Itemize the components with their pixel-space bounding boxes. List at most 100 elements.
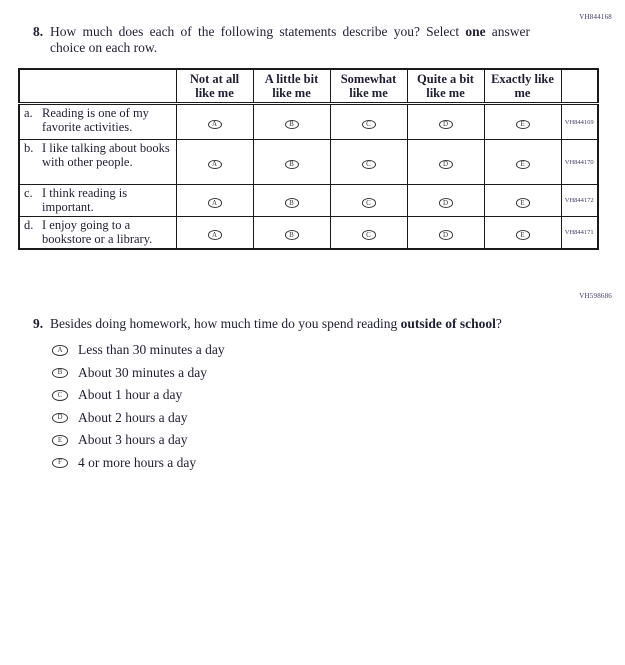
option-label: 4 or more hours a day <box>78 454 197 470</box>
option-label: Less than 30 minutes a day <box>78 342 225 358</box>
question-8-text: How much does each of the following stat… <box>50 24 530 56</box>
answer-bubble-q9-F[interactable]: F <box>52 457 68 468</box>
statement-a: a. Reading is one of my favorite activiti… <box>18 103 177 140</box>
answer-bubble-c-C[interactable]: C <box>361 198 376 208</box>
item-code-q9: VH598686 <box>579 292 612 300</box>
statement-text: I think reading is important. <box>42 186 128 214</box>
row-letter: a. <box>24 106 33 120</box>
item-code-row-d: VH844171 <box>560 216 599 250</box>
matrix-header-a-little-bit: A little bit like me <box>252 68 331 105</box>
question-9-text-after: ? <box>495 316 502 331</box>
answer-bubble-q9-E[interactable]: E <box>52 435 68 446</box>
table-row-b: b. I like talking about books with other … <box>18 139 599 185</box>
q9-option-3: C About 1 hour a day <box>52 384 225 407</box>
q8-matrix-table: Not at all like me A little bit like me … <box>18 68 599 250</box>
bubble-letter: E <box>520 160 525 168</box>
option-label: About 1 hour a day <box>78 387 183 403</box>
bubble-letter: E <box>520 230 525 239</box>
question-9-text-bold: outside of school <box>400 316 496 331</box>
q9-option-6: F 4 or more hours a day <box>52 452 225 475</box>
bubble-letter: B <box>289 230 294 239</box>
answer-bubble-q9-D[interactable]: D <box>52 412 68 423</box>
answer-bubble-b-D[interactable]: D <box>438 159 453 170</box>
answer-bubble-a-C[interactable]: C <box>361 119 376 130</box>
question-8-number: 8. <box>33 24 44 39</box>
bubble-letter: D <box>442 230 449 239</box>
bubble-letter: E <box>520 198 525 207</box>
bubble-letter: C <box>366 198 371 207</box>
answer-bubble-a-B[interactable]: B <box>284 119 299 130</box>
table-row-a: a. Reading is one of my favorite activiti… <box>18 103 599 140</box>
item-code-row-b: VH844170 <box>560 139 599 185</box>
answer-bubble-b-E[interactable]: E <box>515 159 530 170</box>
statement-text: I enjoy going to a bookstore or a librar… <box>42 218 153 246</box>
bubble-letter: C <box>366 230 371 239</box>
row-letter: b. <box>24 141 34 155</box>
table-row-c: c. I think reading is important. A B C D … <box>18 184 599 217</box>
answer-bubble-a-A[interactable]: A <box>207 119 222 130</box>
bubble-letter: D <box>57 413 63 422</box>
question-8-text-bold: one <box>465 24 486 39</box>
matrix-header-exactly-like: Exactly like me <box>483 68 562 105</box>
bubble-letter: A <box>57 345 63 354</box>
matrix-header-code-col <box>560 68 599 105</box>
bubble-letter: B <box>289 120 294 128</box>
answer-bubble-c-D[interactable]: D <box>438 198 453 208</box>
q9-option-4: D About 2 hours a day <box>52 407 225 430</box>
matrix-header-not-at-all: Not at all like me <box>175 68 254 105</box>
statement-d: d. I enjoy going to a bookstore or a libr… <box>18 216 177 250</box>
answer-bubble-d-B[interactable]: B <box>284 230 299 240</box>
bubble-letter: D <box>442 160 449 168</box>
question-9: 9. Besides doing homework, how much time… <box>33 316 598 332</box>
bubble-letter: F <box>58 458 62 467</box>
question-8-text-after: answer choice on each row. <box>50 24 531 55</box>
item-code-q8: VH844168 <box>579 13 612 21</box>
row-letter: c. <box>24 186 33 200</box>
answer-bubble-d-D[interactable]: D <box>438 230 453 240</box>
bubble-letter: B <box>289 198 294 207</box>
option-label: About 3 hours a day <box>78 432 188 448</box>
item-code-row-a: VH844169 <box>560 103 599 140</box>
answer-bubble-a-E[interactable]: E <box>515 119 530 130</box>
bubble-letter: C <box>366 160 371 168</box>
bubble-letter: E <box>520 120 525 128</box>
answer-bubble-b-A[interactable]: A <box>207 159 222 170</box>
answer-bubble-d-E[interactable]: E <box>515 230 530 240</box>
answer-bubble-c-A[interactable]: A <box>207 198 222 208</box>
item-code-row-c: VH844172 <box>560 184 599 217</box>
answer-bubble-c-B[interactable]: B <box>284 198 299 208</box>
answer-bubble-b-B[interactable]: B <box>284 159 299 170</box>
q9-options-list: A Less than 30 minutes a day B About 30 … <box>52 339 225 474</box>
table-row-d: d. I enjoy going to a bookstore or a libr… <box>18 216 599 250</box>
question-9-number: 9. <box>33 316 44 331</box>
bubble-letter: C <box>366 120 371 128</box>
statement-c: c. I think reading is important. <box>18 184 177 217</box>
answer-bubble-c-E[interactable]: E <box>515 198 530 208</box>
statement-b: b. I like talking about books with other … <box>18 139 177 185</box>
bubble-letter: B <box>57 368 63 377</box>
question-8: 8. How much does each of the following s… <box>33 24 530 56</box>
bubble-letter: A <box>211 120 218 128</box>
bubble-letter: A <box>211 160 218 168</box>
matrix-header-row: Not at all like me A little bit like me … <box>18 68 599 105</box>
bubble-letter: D <box>442 120 449 128</box>
statement-text: Reading is one of my favorite activities… <box>42 106 149 134</box>
answer-bubble-a-D[interactable]: D <box>438 119 453 130</box>
row-letter: d. <box>24 218 34 232</box>
question-8-text-before: How much does each of the following stat… <box>50 24 466 39</box>
answer-bubble-d-A[interactable]: A <box>207 230 222 240</box>
answer-bubble-q9-A[interactable]: A <box>52 345 68 356</box>
question-9-text: Besides doing homework, how much time do… <box>50 316 502 332</box>
option-label: About 30 minutes a day <box>78 364 207 380</box>
bubble-letter: D <box>442 198 449 207</box>
answer-bubble-q9-C[interactable]: C <box>52 390 68 401</box>
statement-text: I like talking about books with other pe… <box>42 141 170 169</box>
q9-option-5: E About 3 hours a day <box>52 429 225 452</box>
answer-bubble-b-C[interactable]: C <box>361 159 376 170</box>
matrix-header-somewhat: Somewhat like me <box>329 68 408 105</box>
answer-bubble-d-C[interactable]: C <box>361 230 376 240</box>
option-label: About 2 hours a day <box>78 409 188 425</box>
bubble-letter: E <box>57 435 63 444</box>
answer-bubble-q9-B[interactable]: B <box>52 367 68 378</box>
